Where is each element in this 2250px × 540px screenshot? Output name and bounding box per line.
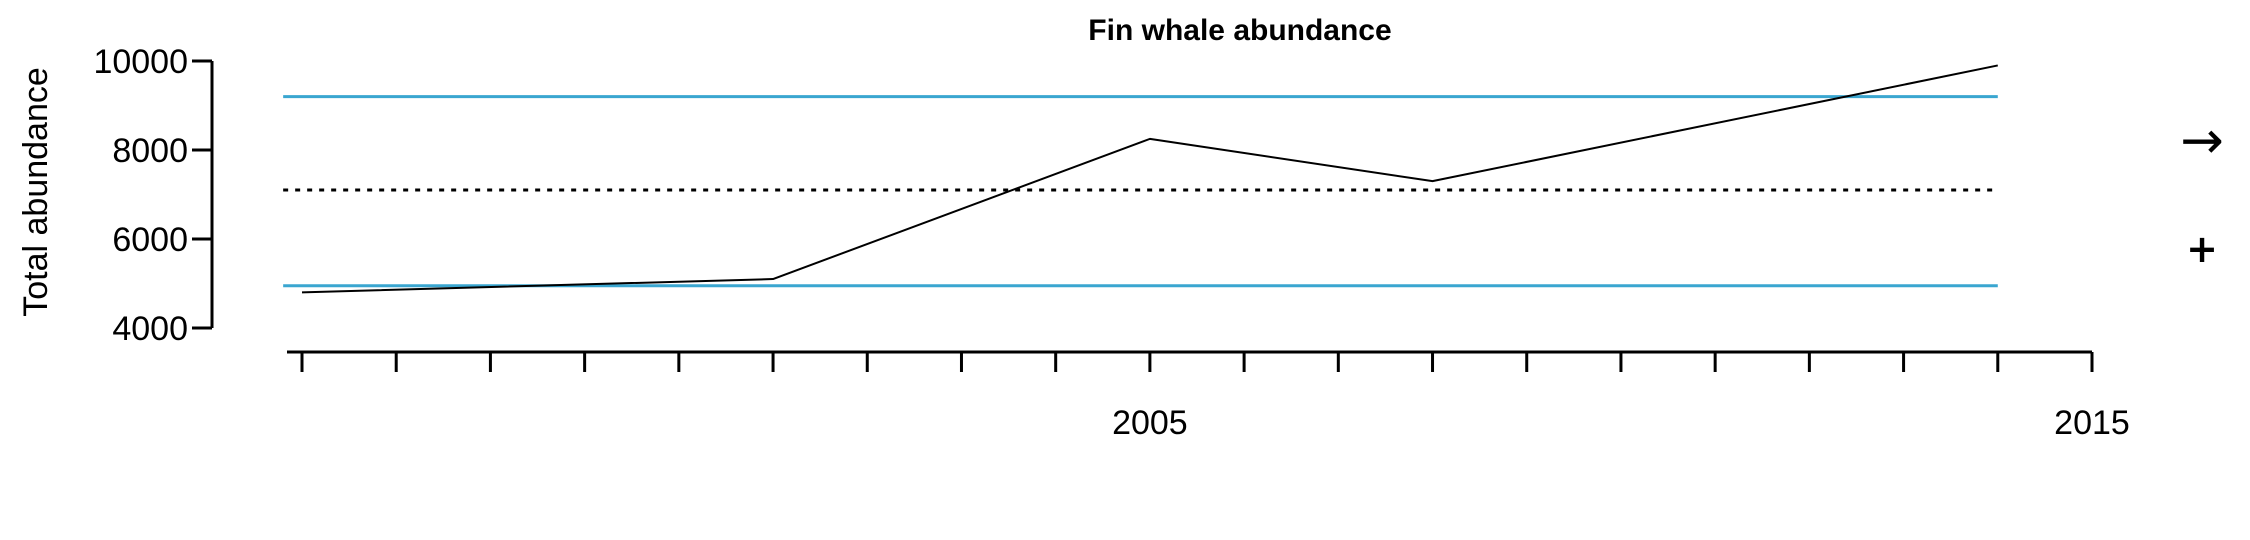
y-tick-label: 4000 [112,310,188,348]
reference-lines [283,95,1998,288]
right-arrow-icon: → [2180,111,2224,171]
x-axis: 2005 2015 [287,350,2130,442]
chart-title: Fin whale abundance [1088,14,1391,47]
y-ticks: 4000 6000 8000 10000 [93,43,212,348]
plus-icon: + [2186,227,2218,271]
series [301,64,1998,294]
y-axis: 4000 6000 8000 10000 [93,43,214,348]
y-tick-label: 6000 [112,221,188,259]
y-axis-label: Total abundance [17,67,55,317]
x-ticks: 2005 2015 [300,352,2130,442]
series-line [301,64,1998,294]
x-tick-label: 2005 [1112,404,1188,442]
y-tick-label: 10000 [93,43,188,81]
y-tick-label: 8000 [112,132,188,170]
x-tick-label: 2015 [2054,404,2130,442]
